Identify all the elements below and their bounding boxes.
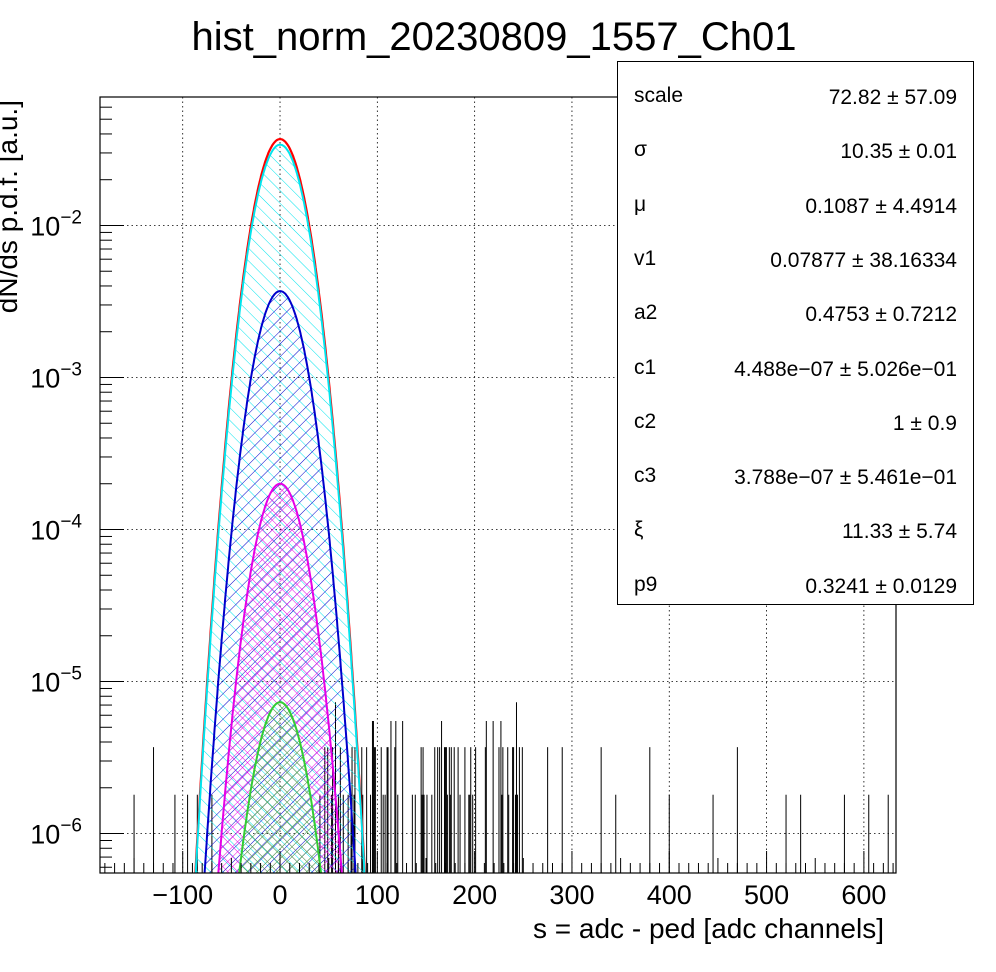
stat-value: 1 ± 0.9 [892, 411, 957, 435]
x-tick-label: −100 [152, 880, 213, 910]
x-axis-label: s = adc - ped [adc channels] [533, 913, 884, 944]
stat-row: c3 3.788e−07 ± 5.461e−01 [618, 446, 973, 500]
x-tick-label: 400 [647, 880, 692, 910]
stat-name: ξ [634, 518, 644, 542]
stat-name: scale [634, 84, 684, 107]
y-axis-label: dN/ds p.d.f. [a.u.] [0, 100, 23, 313]
stat-row: σ 10.35 ± 0.01 [618, 120, 973, 174]
stat-name: c1 [634, 355, 657, 379]
stat-row: a2 0.4753 ± 0.7212 [618, 283, 973, 337]
stat-row: c1 4.488e−07 ± 5.026e−01 [618, 338, 973, 392]
component-curve-green-fill [234, 702, 326, 873]
fit-curves [193, 138, 368, 873]
stat-name: p9 [634, 572, 658, 596]
stat-name: v1 [634, 246, 657, 270]
y-tick-label: 10−5 [30, 664, 82, 698]
fit-stats-box: scale 72.82 ± 57.09 σ 10.35 ± 0.01 μ 0.1087 ±… [617, 61, 974, 605]
stat-row: c2 1 ± 0.9 [618, 392, 973, 446]
y-tick-label: 10−6 [30, 816, 82, 850]
stat-value: 0.4753 ± 0.7212 [805, 303, 957, 327]
chart-title: hist_norm_20230809_1557_Ch01 [192, 15, 797, 59]
stat-name: a2 [634, 301, 658, 325]
stat-row: μ 0.1087 ± 4.4914 [618, 175, 973, 229]
x-tick-label: 300 [549, 880, 594, 910]
stat-name: c2 [634, 409, 657, 433]
x-axis-ticks: −100 0 100 200 300 400 500 600 [104, 851, 894, 910]
stat-name: c3 [634, 464, 657, 488]
stat-value: 0.07877 ± 38.16334 [770, 248, 957, 272]
stat-name: μ [634, 192, 647, 216]
stat-value: 10.35 ± 0.01 [840, 140, 957, 164]
stat-row: v1 0.07877 ± 38.16334 [618, 229, 973, 283]
x-tick-label: 600 [841, 880, 886, 910]
y-axis-ticks: 10−6 10−5 10−4 10−3 10−2 [30, 96, 124, 868]
y-tick-label: 10−3 [30, 359, 82, 393]
stat-row: ξ 11.33 ± 5.74 [618, 500, 973, 554]
stat-row: scale 72.82 ± 57.09 [618, 66, 973, 120]
component-curve-blue [203, 290, 357, 873]
x-tick-label: 0 [273, 880, 288, 910]
stat-value: 72.82 ± 57.09 [828, 86, 957, 109]
stat-value: 0.1087 ± 4.4914 [805, 194, 957, 218]
x-tick-label: 500 [744, 880, 789, 910]
component-curve-magenta [217, 482, 343, 873]
stat-value: 4.488e−07 ± 5.026e−01 [734, 357, 957, 381]
stat-value: 11.33 ± 5.74 [841, 520, 957, 544]
stat-value: 0.3241 ± 0.0129 [805, 574, 957, 598]
stat-value: 3.788e−07 ± 5.461e−01 [734, 466, 957, 490]
stat-row: p9 0.3241 ± 0.0129 [618, 555, 973, 609]
x-tick-label: 200 [452, 880, 497, 910]
x-tick-label: 100 [355, 880, 400, 910]
stat-name: σ [634, 138, 647, 162]
y-tick-label: 10−2 [30, 207, 82, 241]
y-tick-label: 10−4 [30, 511, 82, 545]
component-curve-magenta-fill [215, 483, 346, 873]
component-curve-green [238, 701, 323, 873]
component-curve-cyan [194, 143, 366, 873]
